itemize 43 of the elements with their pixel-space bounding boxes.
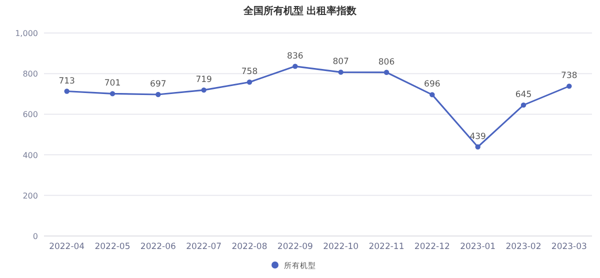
y-tick-label: 200	[22, 191, 38, 200]
point	[110, 91, 116, 96]
data-label: 719	[196, 75, 212, 86]
point	[201, 87, 206, 93]
point	[64, 88, 70, 94]
data-label: 806	[378, 57, 395, 68]
chart-title: 全国所有机型 出租率指数	[242, 5, 358, 17]
x-tick-label: 2022-05	[94, 242, 130, 252]
point	[156, 92, 161, 98]
data-label: 439	[470, 132, 486, 142]
point	[384, 70, 390, 75]
data-label: 645	[515, 90, 532, 100]
x-tick-label: 2022-09	[277, 242, 313, 252]
x-tick-label: 2022-08	[232, 242, 268, 252]
data-label: 713	[58, 76, 75, 86]
data-label: 738	[561, 71, 578, 82]
data-label: 701	[104, 78, 121, 89]
x-tick-label: 2022-04	[49, 242, 85, 252]
y-tick-label: 800	[22, 70, 38, 79]
y-tick-label: 0	[32, 232, 38, 241]
x-tick-label: 2022-10	[323, 242, 359, 252]
y-tick-label: 400	[22, 150, 38, 160]
point	[292, 64, 298, 69]
x-tick-label: 2022-11	[368, 242, 404, 252]
x-tick-label: 2023-01	[460, 242, 496, 252]
data-label: 758	[241, 67, 258, 78]
point	[475, 144, 480, 150]
point	[246, 80, 252, 85]
data-label: 697	[150, 80, 166, 90]
point	[338, 70, 344, 75]
data-label: 696	[424, 80, 440, 90]
data-label: 807	[332, 57, 349, 68]
data-label: 836	[287, 51, 304, 62]
point	[566, 84, 572, 89]
x-tick-label: 2023-02	[506, 242, 542, 252]
point	[430, 92, 435, 98]
point	[520, 102, 526, 108]
y-tick-label: 1,000	[15, 29, 38, 38]
x-tick-label: 2022-07	[186, 242, 222, 252]
x-tick-label: 2022-06	[140, 242, 176, 252]
y-tick-label: 600	[22, 110, 38, 120]
x-tick-label: 2022-12	[414, 242, 450, 252]
x-tick-label: 2023-03	[551, 242, 587, 252]
